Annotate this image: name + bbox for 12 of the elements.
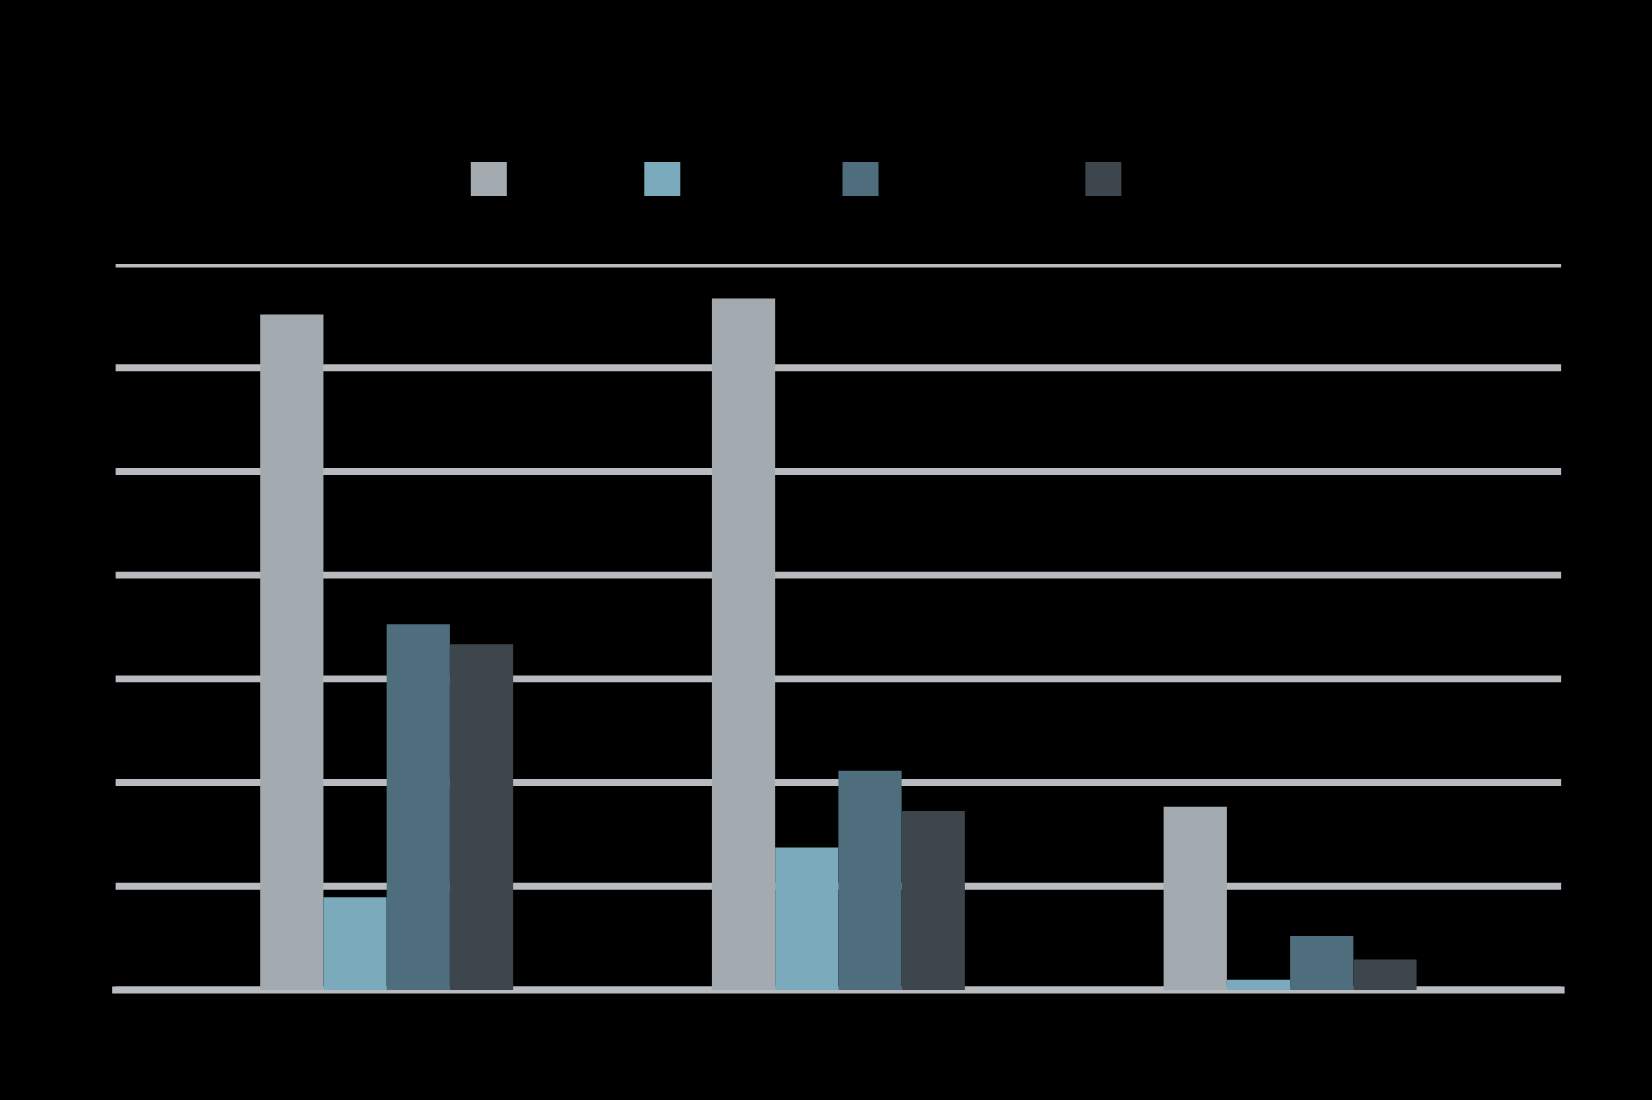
bar (323, 897, 387, 990)
bar (260, 314, 324, 990)
bar (1290, 936, 1354, 990)
bar (386, 624, 450, 990)
bar (711, 298, 776, 990)
bar (1353, 959, 1417, 990)
bar (901, 810, 965, 990)
bar (838, 770, 902, 990)
bar (1163, 806, 1227, 990)
bar (1226, 979, 1291, 990)
bar (775, 847, 839, 990)
bar (449, 644, 514, 990)
